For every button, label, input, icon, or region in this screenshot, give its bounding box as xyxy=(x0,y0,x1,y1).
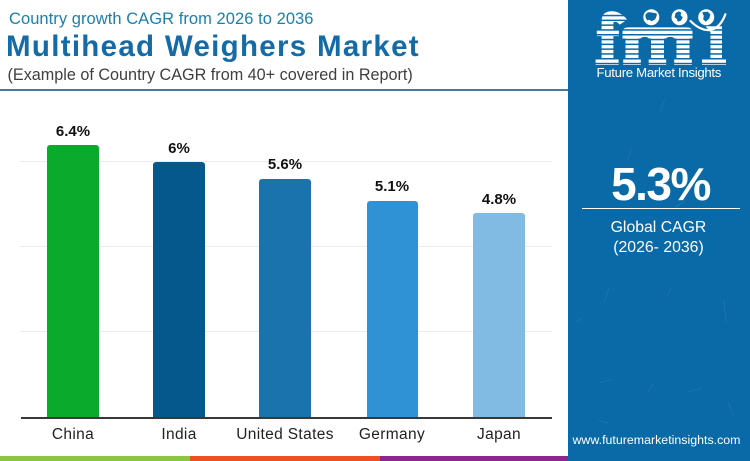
svg-text:Future Market Insights: Future Market Insights xyxy=(597,65,722,80)
